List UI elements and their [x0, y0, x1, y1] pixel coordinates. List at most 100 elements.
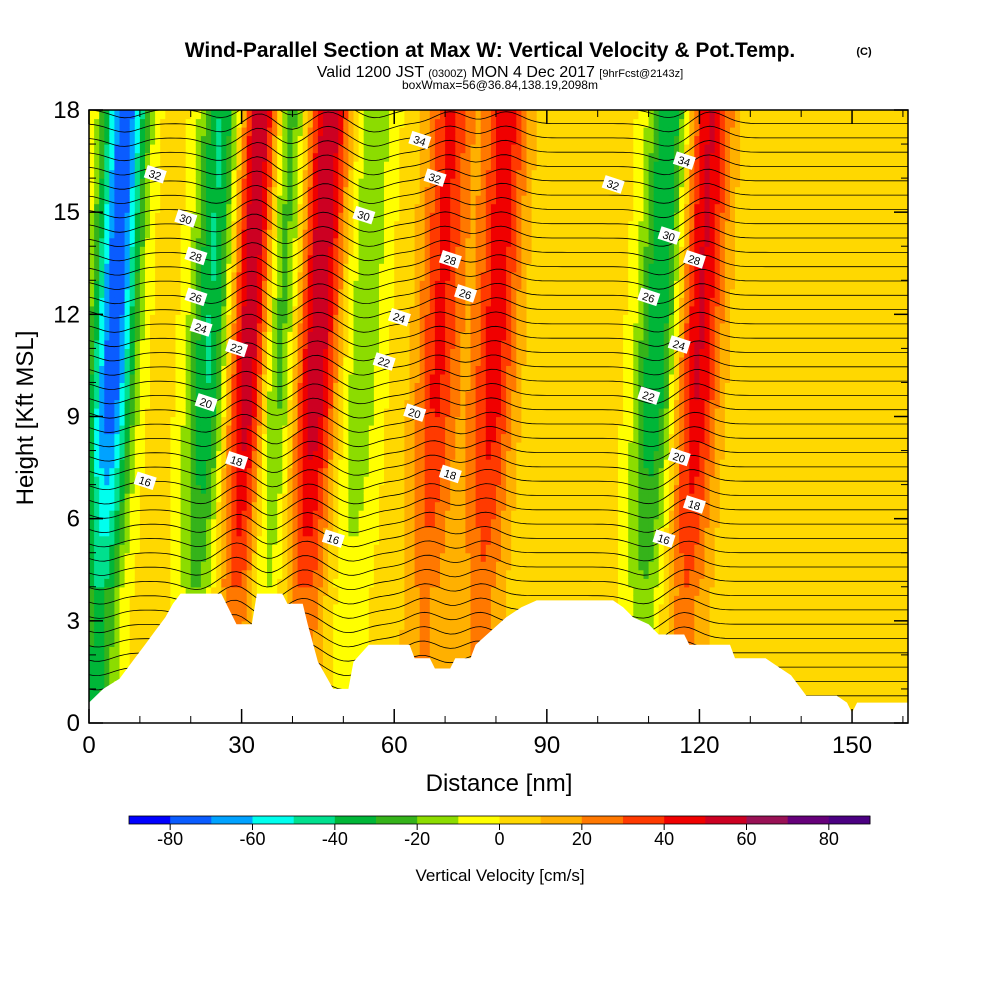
field-cell: [307, 203, 314, 213]
field-cell: [338, 254, 344, 264]
field-cell: [262, 527, 268, 537]
field-cell: [160, 595, 166, 605]
field-cell: [379, 629, 385, 639]
field-cell: [206, 144, 212, 154]
field-cell: [394, 484, 400, 494]
field-cell: [373, 612, 380, 622]
field-cell: [134, 305, 141, 315]
field-cell: [363, 629, 370, 639]
field-cell: [180, 297, 187, 307]
field-cell: [419, 629, 426, 639]
field-cell: [409, 144, 416, 154]
field-cell: [221, 263, 227, 273]
field-cell: [287, 263, 294, 273]
field-cell: [267, 484, 273, 494]
field-cell: [348, 603, 355, 613]
field-cell: [180, 169, 187, 179]
field-cell: [353, 246, 360, 256]
field-cell: [180, 373, 187, 383]
field-cell: [414, 305, 421, 315]
field-cell: [424, 603, 431, 613]
field-cell: [267, 169, 273, 179]
field-cell: [251, 254, 258, 264]
field-cell: [150, 620, 156, 630]
field-cell: [394, 459, 400, 469]
field-cell: [236, 595, 243, 605]
field-cell: [226, 578, 232, 588]
field-cell: [323, 212, 329, 222]
field-cell: [419, 348, 426, 358]
field-cell: [226, 535, 232, 545]
field-cell: [211, 339, 217, 349]
field-cell: [312, 203, 319, 213]
field-cell: [267, 331, 273, 341]
field-cell: [394, 552, 400, 562]
field-cell: [389, 484, 395, 494]
field-cell: [211, 535, 217, 545]
field-cell: [185, 314, 192, 324]
field-cell: [404, 263, 411, 273]
field-cell: [297, 501, 304, 511]
field-cell: [363, 254, 370, 264]
field-cell: [231, 356, 238, 366]
field-cell: [424, 382, 431, 392]
field-cell: [94, 220, 100, 230]
field-cell: [175, 263, 182, 273]
field-cell: [139, 280, 146, 290]
field-cell: [124, 314, 131, 324]
field-cell: [409, 578, 416, 588]
field-cell: [94, 561, 100, 571]
field-cell: [241, 476, 248, 486]
field-cell: [236, 152, 243, 162]
field-cell: [216, 135, 222, 145]
field-cell: [145, 271, 151, 281]
field-cell: [195, 365, 202, 375]
field-cell: [119, 144, 126, 154]
field-cell: [394, 135, 400, 145]
field-cell: [358, 331, 365, 341]
field-cell: [353, 161, 360, 171]
field-cell: [317, 561, 324, 571]
field-cell: [124, 220, 131, 230]
field-cell: [226, 561, 232, 571]
field-cell: [119, 493, 126, 503]
field-cell: [323, 305, 329, 315]
field-cell: [389, 450, 395, 460]
field-cell: [434, 569, 441, 579]
field-cell: [317, 476, 324, 486]
field-cell: [333, 620, 339, 630]
field-cell: [333, 399, 339, 409]
field-cell: [236, 237, 243, 247]
field-cell: [353, 178, 360, 188]
field-cell: [114, 663, 121, 673]
field-cell: [119, 152, 126, 162]
field-cell: [353, 425, 360, 435]
field-cell: [99, 680, 105, 690]
field-cell: [246, 322, 253, 332]
field-cell: [246, 373, 253, 383]
field-cell: [94, 186, 100, 196]
field-cell: [424, 476, 431, 486]
field-cell: [89, 305, 95, 315]
field-cell: [200, 348, 207, 358]
field-cell: [139, 186, 146, 196]
field-cell: [292, 195, 299, 205]
field-cell: [292, 229, 299, 239]
field-cell: [338, 544, 344, 554]
field-cell: [333, 203, 339, 213]
field-cell: [206, 110, 212, 120]
field-cell: [170, 135, 177, 145]
field-cell: [104, 544, 110, 554]
field-cell: [195, 569, 202, 579]
field-cell: [165, 186, 171, 196]
field-cell: [373, 493, 380, 503]
field-cell: [94, 229, 100, 239]
field-cell: [323, 203, 329, 213]
field-cell: [424, 161, 431, 171]
field-cell: [317, 169, 324, 179]
field-cell: [348, 246, 355, 256]
field-cell: [343, 246, 349, 256]
field-cell: [358, 356, 365, 366]
field-cell: [368, 288, 375, 298]
field-cell: [394, 229, 400, 239]
